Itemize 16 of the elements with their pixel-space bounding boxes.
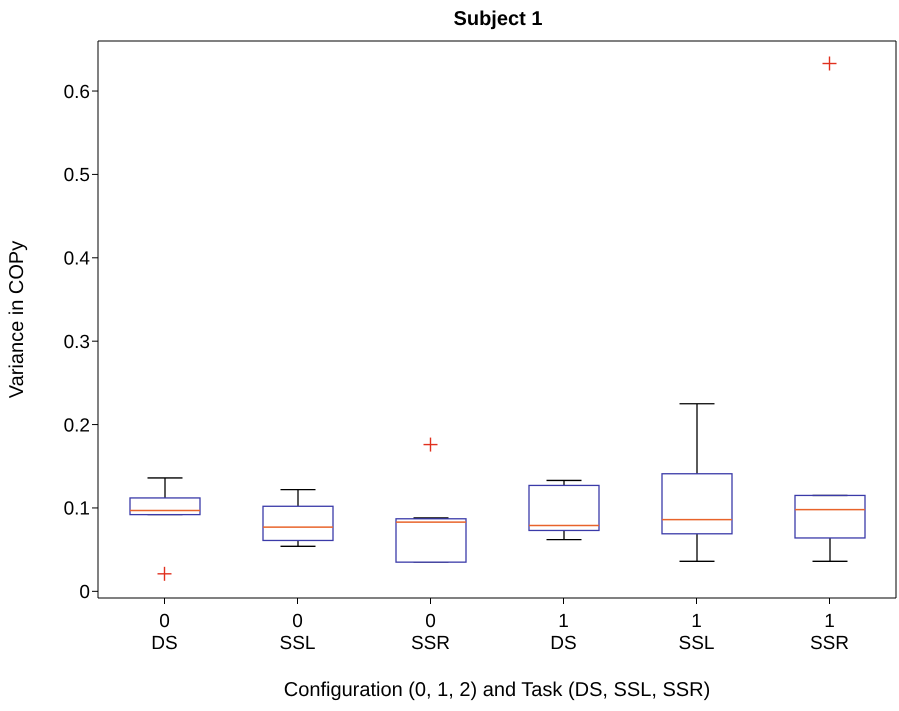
y-tick-label: 0.2 [64,415,90,436]
x-tick-label: 1 SSR [810,611,850,654]
chart-title: Subject 1 [452,8,544,32]
x-tick-label: 0 SSR [410,611,450,654]
x-tick-label: 1 DS [550,611,577,654]
y-tick-label: 0.6 [64,82,90,103]
y-tick-label: 0.5 [64,165,90,186]
x-tick-label: 0 DS [151,611,178,654]
x-tick-label: 1 SSL [678,611,714,654]
y-tick-label: 0.1 [64,498,90,520]
x-tick-label: 0 SSL [280,611,316,654]
y-axis-title: Variance in COPy [6,240,28,398]
y-tick-label: 0.4 [64,248,90,270]
y-tick-label: 0.3 [64,332,90,353]
y-tick-label: 0 [79,582,90,604]
x-axis-title: Configuration (0, 1, 2) and Task (DS, SSL, SSR) [284,679,710,701]
